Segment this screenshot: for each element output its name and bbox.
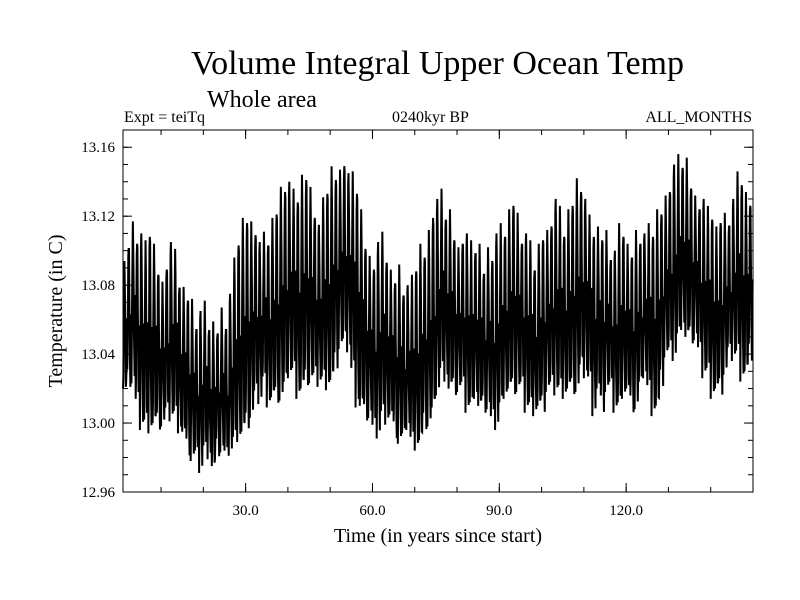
chart-title: Volume Integral Upper Ocean Temp: [191, 45, 684, 82]
months-label: ALL_MONTHS: [645, 109, 752, 126]
x-tick-label: 120.0: [609, 503, 643, 519]
y-tick-label: 13.00: [81, 416, 115, 432]
y-axis-label: Temperature (in C): [45, 235, 67, 388]
temperature-series-line: [122, 154, 754, 474]
period-label: 0240kyr BP: [392, 109, 469, 126]
y-tick-label: 13.12: [81, 209, 115, 225]
y-tick-label: 13.08: [81, 278, 115, 294]
y-tick-label: 13.16: [81, 140, 115, 156]
chart-subtitle: Whole area: [207, 87, 317, 113]
x-tick-label: 60.0: [359, 503, 385, 519]
x-axis-label: Time (in years since start): [334, 525, 542, 547]
x-tick-label: 90.0: [486, 503, 512, 519]
y-tick-label: 13.04: [81, 347, 115, 363]
experiment-label: Expt = teiTq: [124, 109, 206, 126]
y-tick-label: 12.96: [81, 485, 115, 501]
tick-labels-layer: 30.0 60.0 90.0 120.0 12.96 13.00 13.04 13.08 13.…: [81, 140, 643, 519]
x-tick-label: 30.0: [232, 503, 258, 519]
